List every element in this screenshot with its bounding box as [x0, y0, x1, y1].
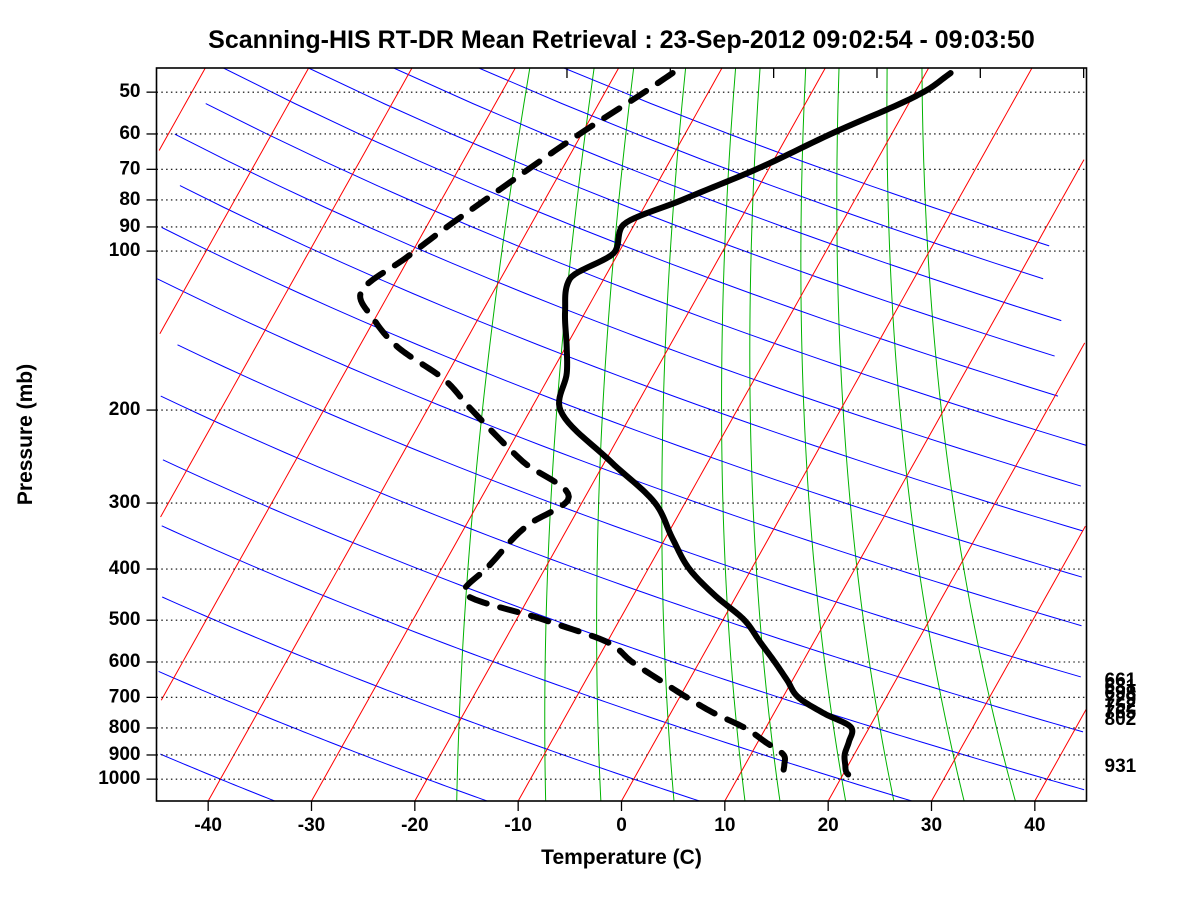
svg-text:50: 50: [119, 81, 140, 102]
svg-text:-10: -10: [504, 815, 531, 836]
svg-text:600: 600: [109, 651, 141, 672]
svg-text:80: 80: [119, 189, 140, 210]
svg-text:Pressure (mb): Pressure (mb): [14, 364, 37, 505]
svg-text:10: 10: [714, 815, 735, 836]
svg-text:30: 30: [921, 815, 942, 836]
svg-text:Scanning-HIS RT-DR Mean Retrie: Scanning-HIS RT-DR Mean Retrieval : 23-S…: [208, 26, 1035, 54]
svg-text:Temperature (C): Temperature (C): [541, 846, 702, 869]
svg-text:802: 802: [1105, 709, 1137, 730]
svg-text:1000: 1000: [98, 768, 140, 789]
svg-text:40: 40: [1024, 815, 1045, 836]
svg-text:300: 300: [109, 492, 141, 513]
svg-text:20: 20: [818, 815, 839, 836]
svg-text:700: 700: [109, 686, 141, 707]
svg-text:60: 60: [119, 123, 140, 144]
svg-text:100: 100: [109, 240, 141, 261]
svg-text:70: 70: [119, 158, 140, 179]
svg-text:500: 500: [109, 609, 141, 630]
svg-text:0: 0: [616, 815, 627, 836]
svg-text:200: 200: [109, 399, 141, 420]
svg-text:900: 900: [109, 744, 141, 765]
svg-text:-30: -30: [298, 815, 325, 836]
svg-text:931: 931: [1105, 756, 1137, 777]
svg-text:800: 800: [109, 717, 141, 738]
svg-text:90: 90: [119, 216, 140, 237]
svg-text:400: 400: [109, 558, 141, 579]
svg-text:-40: -40: [194, 815, 221, 836]
svg-text:-20: -20: [401, 815, 428, 836]
